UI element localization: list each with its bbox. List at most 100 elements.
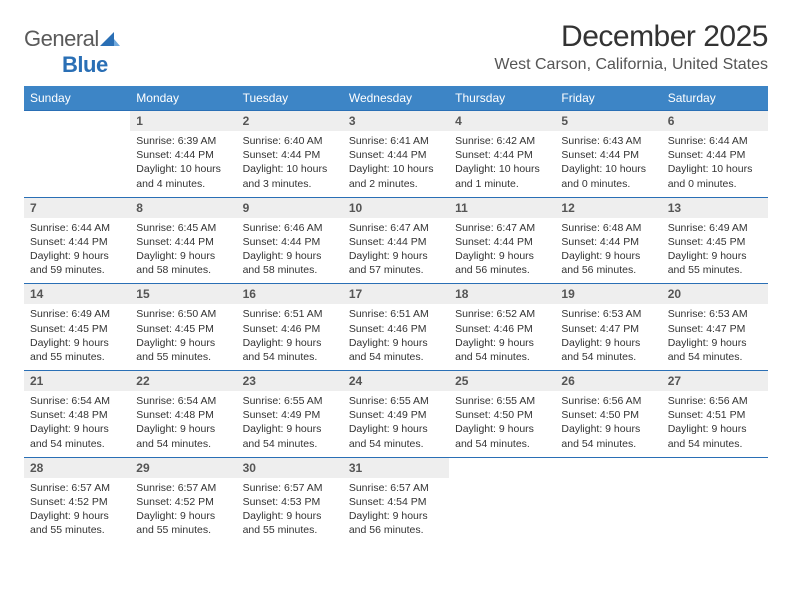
- day-header: Tuesday: [237, 86, 343, 110]
- day-details: Sunrise: 6:47 AMSunset: 4:44 PMDaylight:…: [449, 218, 555, 284]
- day-details: Sunrise: 6:53 AMSunset: 4:47 PMDaylight:…: [555, 304, 661, 370]
- sunset-text: Sunset: 4:52 PM: [136, 495, 230, 509]
- day-number: 22: [130, 370, 236, 391]
- calendar-day: 3Sunrise: 6:41 AMSunset: 4:44 PMDaylight…: [343, 110, 449, 197]
- calendar-week: 14Sunrise: 6:49 AMSunset: 4:45 PMDayligh…: [24, 283, 768, 370]
- day-number: 24: [343, 370, 449, 391]
- sunrise-text: Sunrise: 6:53 AM: [668, 307, 762, 321]
- day-details: Sunrise: 6:57 AMSunset: 4:53 PMDaylight:…: [237, 478, 343, 544]
- day-details: Sunrise: 6:44 AMSunset: 4:44 PMDaylight:…: [24, 218, 130, 284]
- calendar-day: 7Sunrise: 6:44 AMSunset: 4:44 PMDaylight…: [24, 197, 130, 284]
- sunset-text: Sunset: 4:53 PM: [243, 495, 337, 509]
- sunset-text: Sunset: 4:45 PM: [668, 235, 762, 249]
- calendar-day: 13Sunrise: 6:49 AMSunset: 4:45 PMDayligh…: [662, 197, 768, 284]
- logo-word1: General: [24, 26, 99, 51]
- calendar-day: 11Sunrise: 6:47 AMSunset: 4:44 PMDayligh…: [449, 197, 555, 284]
- daylight-text: Daylight: 9 hours and 58 minutes.: [243, 249, 337, 277]
- calendar-day: 28Sunrise: 6:57 AMSunset: 4:52 PMDayligh…: [24, 457, 130, 544]
- calendar-day: 2Sunrise: 6:40 AMSunset: 4:44 PMDaylight…: [237, 110, 343, 197]
- daylight-text: Daylight: 9 hours and 58 minutes.: [136, 249, 230, 277]
- daylight-text: Daylight: 10 hours and 0 minutes.: [668, 162, 762, 190]
- day-header: Monday: [130, 86, 236, 110]
- day-number: 19: [555, 283, 661, 304]
- daylight-text: Daylight: 10 hours and 3 minutes.: [243, 162, 337, 190]
- daylight-text: Daylight: 9 hours and 57 minutes.: [349, 249, 443, 277]
- day-number: 16: [237, 283, 343, 304]
- daylight-text: Daylight: 10 hours and 1 minute.: [455, 162, 549, 190]
- sunset-text: Sunset: 4:44 PM: [455, 235, 549, 249]
- sunrise-text: Sunrise: 6:42 AM: [455, 134, 549, 148]
- day-details: Sunrise: 6:48 AMSunset: 4:44 PMDaylight:…: [555, 218, 661, 284]
- day-number: 1: [130, 110, 236, 131]
- calendar-table: SundayMondayTuesdayWednesdayThursdayFrid…: [24, 86, 768, 543]
- day-number: [449, 457, 555, 464]
- day-number: 27: [662, 370, 768, 391]
- day-number: 26: [555, 370, 661, 391]
- calendar-day: 20Sunrise: 6:53 AMSunset: 4:47 PMDayligh…: [662, 283, 768, 370]
- day-number: 7: [24, 197, 130, 218]
- sunrise-text: Sunrise: 6:51 AM: [243, 307, 337, 321]
- sunset-text: Sunset: 4:44 PM: [349, 148, 443, 162]
- sunrise-text: Sunrise: 6:53 AM: [561, 307, 655, 321]
- calendar-day: 24Sunrise: 6:55 AMSunset: 4:49 PMDayligh…: [343, 370, 449, 457]
- day-number: [662, 457, 768, 464]
- day-number: 5: [555, 110, 661, 131]
- day-number: 8: [130, 197, 236, 218]
- sunrise-text: Sunrise: 6:45 AM: [136, 221, 230, 235]
- daylight-text: Daylight: 9 hours and 54 minutes.: [136, 422, 230, 450]
- sunrise-text: Sunrise: 6:49 AM: [668, 221, 762, 235]
- day-details: Sunrise: 6:54 AMSunset: 4:48 PMDaylight:…: [130, 391, 236, 457]
- sunset-text: Sunset: 4:44 PM: [455, 148, 549, 162]
- day-number: 28: [24, 457, 130, 478]
- calendar-day: 31Sunrise: 6:57 AMSunset: 4:54 PMDayligh…: [343, 457, 449, 544]
- day-number: 21: [24, 370, 130, 391]
- calendar-day: 23Sunrise: 6:55 AMSunset: 4:49 PMDayligh…: [237, 370, 343, 457]
- sunset-text: Sunset: 4:46 PM: [455, 322, 549, 336]
- calendar-day: 16Sunrise: 6:51 AMSunset: 4:46 PMDayligh…: [237, 283, 343, 370]
- sunrise-text: Sunrise: 6:39 AM: [136, 134, 230, 148]
- daylight-text: Daylight: 9 hours and 55 minutes.: [136, 509, 230, 537]
- calendar-day: 19Sunrise: 6:53 AMSunset: 4:47 PMDayligh…: [555, 283, 661, 370]
- calendar-day: 29Sunrise: 6:57 AMSunset: 4:52 PMDayligh…: [130, 457, 236, 544]
- sunset-text: Sunset: 4:49 PM: [349, 408, 443, 422]
- sunrise-text: Sunrise: 6:54 AM: [136, 394, 230, 408]
- calendar-day-empty: [24, 110, 130, 197]
- sunrise-text: Sunrise: 6:44 AM: [668, 134, 762, 148]
- sunrise-text: Sunrise: 6:41 AM: [349, 134, 443, 148]
- daylight-text: Daylight: 9 hours and 55 minutes.: [136, 336, 230, 364]
- day-details: Sunrise: 6:42 AMSunset: 4:44 PMDaylight:…: [449, 131, 555, 197]
- sunset-text: Sunset: 4:44 PM: [136, 148, 230, 162]
- day-header: Thursday: [449, 86, 555, 110]
- day-details: Sunrise: 6:55 AMSunset: 4:50 PMDaylight:…: [449, 391, 555, 457]
- sunset-text: Sunset: 4:45 PM: [136, 322, 230, 336]
- sunset-text: Sunset: 4:44 PM: [561, 235, 655, 249]
- calendar-day: 27Sunrise: 6:56 AMSunset: 4:51 PMDayligh…: [662, 370, 768, 457]
- day-details: Sunrise: 6:54 AMSunset: 4:48 PMDaylight:…: [24, 391, 130, 457]
- calendar-day: 5Sunrise: 6:43 AMSunset: 4:44 PMDaylight…: [555, 110, 661, 197]
- calendar-page: General Blue December 2025 West Carson, …: [0, 0, 792, 563]
- day-details: Sunrise: 6:40 AMSunset: 4:44 PMDaylight:…: [237, 131, 343, 197]
- calendar-day: 9Sunrise: 6:46 AMSunset: 4:44 PMDaylight…: [237, 197, 343, 284]
- header: General Blue December 2025 West Carson, …: [24, 20, 768, 78]
- day-header: Saturday: [662, 86, 768, 110]
- day-number: 12: [555, 197, 661, 218]
- calendar-body: 1Sunrise: 6:39 AMSunset: 4:44 PMDaylight…: [24, 110, 768, 543]
- day-number: 10: [343, 197, 449, 218]
- calendar-day: 17Sunrise: 6:51 AMSunset: 4:46 PMDayligh…: [343, 283, 449, 370]
- sunrise-text: Sunrise: 6:49 AM: [30, 307, 124, 321]
- calendar-day: 26Sunrise: 6:56 AMSunset: 4:50 PMDayligh…: [555, 370, 661, 457]
- sunset-text: Sunset: 4:44 PM: [349, 235, 443, 249]
- sunrise-text: Sunrise: 6:47 AM: [455, 221, 549, 235]
- day-number: 9: [237, 197, 343, 218]
- day-number: 31: [343, 457, 449, 478]
- daylight-text: Daylight: 9 hours and 54 minutes.: [349, 336, 443, 364]
- day-details: Sunrise: 6:55 AMSunset: 4:49 PMDaylight:…: [237, 391, 343, 457]
- daylight-text: Daylight: 9 hours and 56 minutes.: [455, 249, 549, 277]
- day-details: Sunrise: 6:49 AMSunset: 4:45 PMDaylight:…: [24, 304, 130, 370]
- daylight-text: Daylight: 9 hours and 54 minutes.: [30, 422, 124, 450]
- day-details: Sunrise: 6:51 AMSunset: 4:46 PMDaylight:…: [237, 304, 343, 370]
- day-details: Sunrise: 6:55 AMSunset: 4:49 PMDaylight:…: [343, 391, 449, 457]
- day-number: 25: [449, 370, 555, 391]
- calendar-week: 28Sunrise: 6:57 AMSunset: 4:52 PMDayligh…: [24, 457, 768, 544]
- sunrise-text: Sunrise: 6:55 AM: [349, 394, 443, 408]
